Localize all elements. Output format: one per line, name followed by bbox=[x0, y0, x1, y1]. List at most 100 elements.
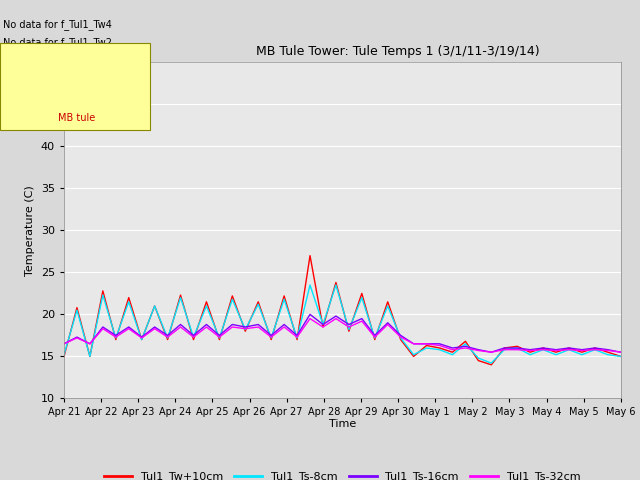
Tul1_Ts-16cm bbox=[513, 345, 521, 351]
Tul1_Tw+10cm bbox=[617, 353, 625, 359]
Tul1_Ts-8cm bbox=[384, 303, 392, 309]
Tul1_Ts-32cm bbox=[474, 348, 482, 353]
Tul1_Ts-16cm bbox=[371, 333, 379, 338]
Tul1_Tw+10cm bbox=[384, 299, 392, 305]
Tul1_Tw+10cm bbox=[552, 349, 560, 355]
Tul1_Ts-8cm bbox=[86, 353, 93, 359]
Tul1_Tw+10cm bbox=[449, 349, 456, 355]
Tul1_Ts-32cm bbox=[500, 347, 508, 352]
Tul1_Tw+10cm bbox=[332, 279, 340, 285]
Tul1_Ts-16cm bbox=[216, 333, 223, 338]
Tul1_Tw+10cm bbox=[138, 336, 145, 342]
Tul1_Ts-16cm bbox=[436, 341, 444, 347]
Tul1_Tw+10cm bbox=[125, 295, 132, 300]
Tul1_Ts-32cm bbox=[138, 335, 145, 341]
Tul1_Ts-8cm bbox=[280, 296, 288, 302]
Tul1_Ts-16cm bbox=[461, 344, 469, 349]
Text: No data for f_Tul1_Tw4: No data for f_Tul1_Tw4 bbox=[3, 19, 112, 30]
Tul1_Ts-8cm bbox=[254, 301, 262, 307]
Tul1_Tw+10cm bbox=[280, 293, 288, 299]
Tul1_Ts-16cm bbox=[474, 347, 482, 352]
Tul1_Ts-32cm bbox=[73, 335, 81, 341]
Tul1_Ts-8cm bbox=[591, 347, 599, 352]
Tul1_Ts-32cm bbox=[177, 324, 184, 330]
Tul1_Tw+10cm bbox=[177, 292, 184, 298]
Tul1_Ts-32cm bbox=[332, 316, 340, 322]
Tul1_Ts-16cm bbox=[254, 322, 262, 327]
Tul1_Ts-16cm bbox=[591, 345, 599, 351]
Tul1_Tw+10cm bbox=[99, 288, 107, 294]
Tul1_Tw+10cm bbox=[436, 345, 444, 351]
Tul1_Tw+10cm bbox=[151, 303, 159, 309]
Tul1_Tw+10cm bbox=[164, 336, 172, 342]
Tul1_Ts-32cm bbox=[112, 334, 120, 340]
Tul1_Ts-8cm bbox=[410, 352, 417, 358]
Tul1_Ts-8cm bbox=[397, 335, 404, 341]
Tul1_Ts-8cm bbox=[99, 292, 107, 298]
Tul1_Ts-16cm bbox=[164, 333, 172, 338]
Tul1_Ts-16cm bbox=[552, 347, 560, 352]
Tul1_Ts-8cm bbox=[345, 326, 353, 332]
Tul1_Tw+10cm bbox=[410, 353, 417, 359]
Tul1_Ts-32cm bbox=[86, 341, 93, 347]
Tul1_Ts-16cm bbox=[578, 347, 586, 352]
Tul1_Ts-8cm bbox=[306, 282, 314, 288]
Tul1_Ts-32cm bbox=[319, 324, 327, 330]
Tul1_Ts-8cm bbox=[203, 303, 211, 309]
Tul1_Ts-32cm bbox=[164, 334, 172, 340]
Tul1_Ts-16cm bbox=[410, 341, 417, 347]
Tul1_Ts-32cm bbox=[228, 324, 236, 330]
Tul1_Ts-8cm bbox=[189, 334, 197, 340]
Tul1_Ts-16cm bbox=[306, 312, 314, 317]
Tul1_Ts-16cm bbox=[332, 313, 340, 319]
Text: No data for f_Tul1_Tw2: No data for f_Tul1_Tw2 bbox=[3, 37, 112, 48]
Line: Tul1_Tw+10cm: Tul1_Tw+10cm bbox=[64, 255, 621, 365]
Tul1_Ts-8cm bbox=[177, 295, 184, 300]
Tul1_Ts-32cm bbox=[591, 347, 599, 352]
Tul1_Ts-32cm bbox=[552, 348, 560, 353]
Tul1_Ts-8cm bbox=[513, 345, 521, 351]
Text: No data for f_Tul1_Tule: No data for f_Tul1_Tule bbox=[3, 74, 113, 85]
Tul1_Ts-16cm bbox=[384, 320, 392, 326]
Tul1_Ts-8cm bbox=[526, 352, 534, 358]
Tul1_Ts-32cm bbox=[99, 326, 107, 332]
Tul1_Ts-8cm bbox=[319, 322, 327, 327]
Tul1_Ts-8cm bbox=[578, 352, 586, 358]
Tul1_Tw+10cm bbox=[488, 362, 495, 368]
Tul1_Tw+10cm bbox=[86, 353, 93, 359]
Tul1_Ts-32cm bbox=[513, 347, 521, 352]
Tul1_Ts-8cm bbox=[268, 335, 275, 341]
Tul1_Tw+10cm bbox=[60, 353, 68, 359]
Text: No data for f_Tul1_Ts2: No data for f_Tul1_Ts2 bbox=[3, 56, 109, 67]
Tul1_Ts-8cm bbox=[358, 295, 365, 300]
Tul1_Ts-8cm bbox=[474, 355, 482, 361]
Tul1_Tw+10cm bbox=[397, 336, 404, 342]
Tul1_Ts-8cm bbox=[216, 335, 223, 341]
Tul1_Ts-8cm bbox=[228, 296, 236, 302]
Line: Tul1_Ts-8cm: Tul1_Ts-8cm bbox=[64, 285, 621, 363]
Tul1_Ts-32cm bbox=[241, 326, 249, 332]
Tul1_Ts-16cm bbox=[526, 347, 534, 352]
Tul1_Ts-16cm bbox=[73, 334, 81, 340]
Tul1_Ts-16cm bbox=[293, 333, 301, 338]
Tul1_Tw+10cm bbox=[461, 338, 469, 344]
Tul1_Ts-32cm bbox=[189, 334, 197, 340]
Tul1_Ts-32cm bbox=[268, 334, 275, 340]
Tul1_Ts-32cm bbox=[151, 326, 159, 332]
Tul1_Ts-32cm bbox=[617, 349, 625, 355]
Tul1_Ts-16cm bbox=[604, 347, 612, 352]
Tul1_Ts-32cm bbox=[216, 334, 223, 340]
Tul1_Ts-16cm bbox=[138, 334, 145, 340]
Tul1_Tw+10cm bbox=[500, 345, 508, 351]
Tul1_Ts-32cm bbox=[604, 348, 612, 353]
Tul1_Ts-32cm bbox=[461, 345, 469, 351]
Tul1_Ts-32cm bbox=[384, 322, 392, 327]
Tul1_Ts-8cm bbox=[552, 352, 560, 358]
Line: Tul1_Ts-32cm: Tul1_Ts-32cm bbox=[64, 319, 621, 352]
Tul1_Ts-8cm bbox=[423, 345, 431, 351]
Tul1_Ts-32cm bbox=[410, 341, 417, 347]
Tul1_Ts-8cm bbox=[371, 335, 379, 341]
Tul1_Tw+10cm bbox=[474, 358, 482, 363]
Tul1_Tw+10cm bbox=[423, 343, 431, 348]
Tul1_Ts-16cm bbox=[203, 322, 211, 327]
